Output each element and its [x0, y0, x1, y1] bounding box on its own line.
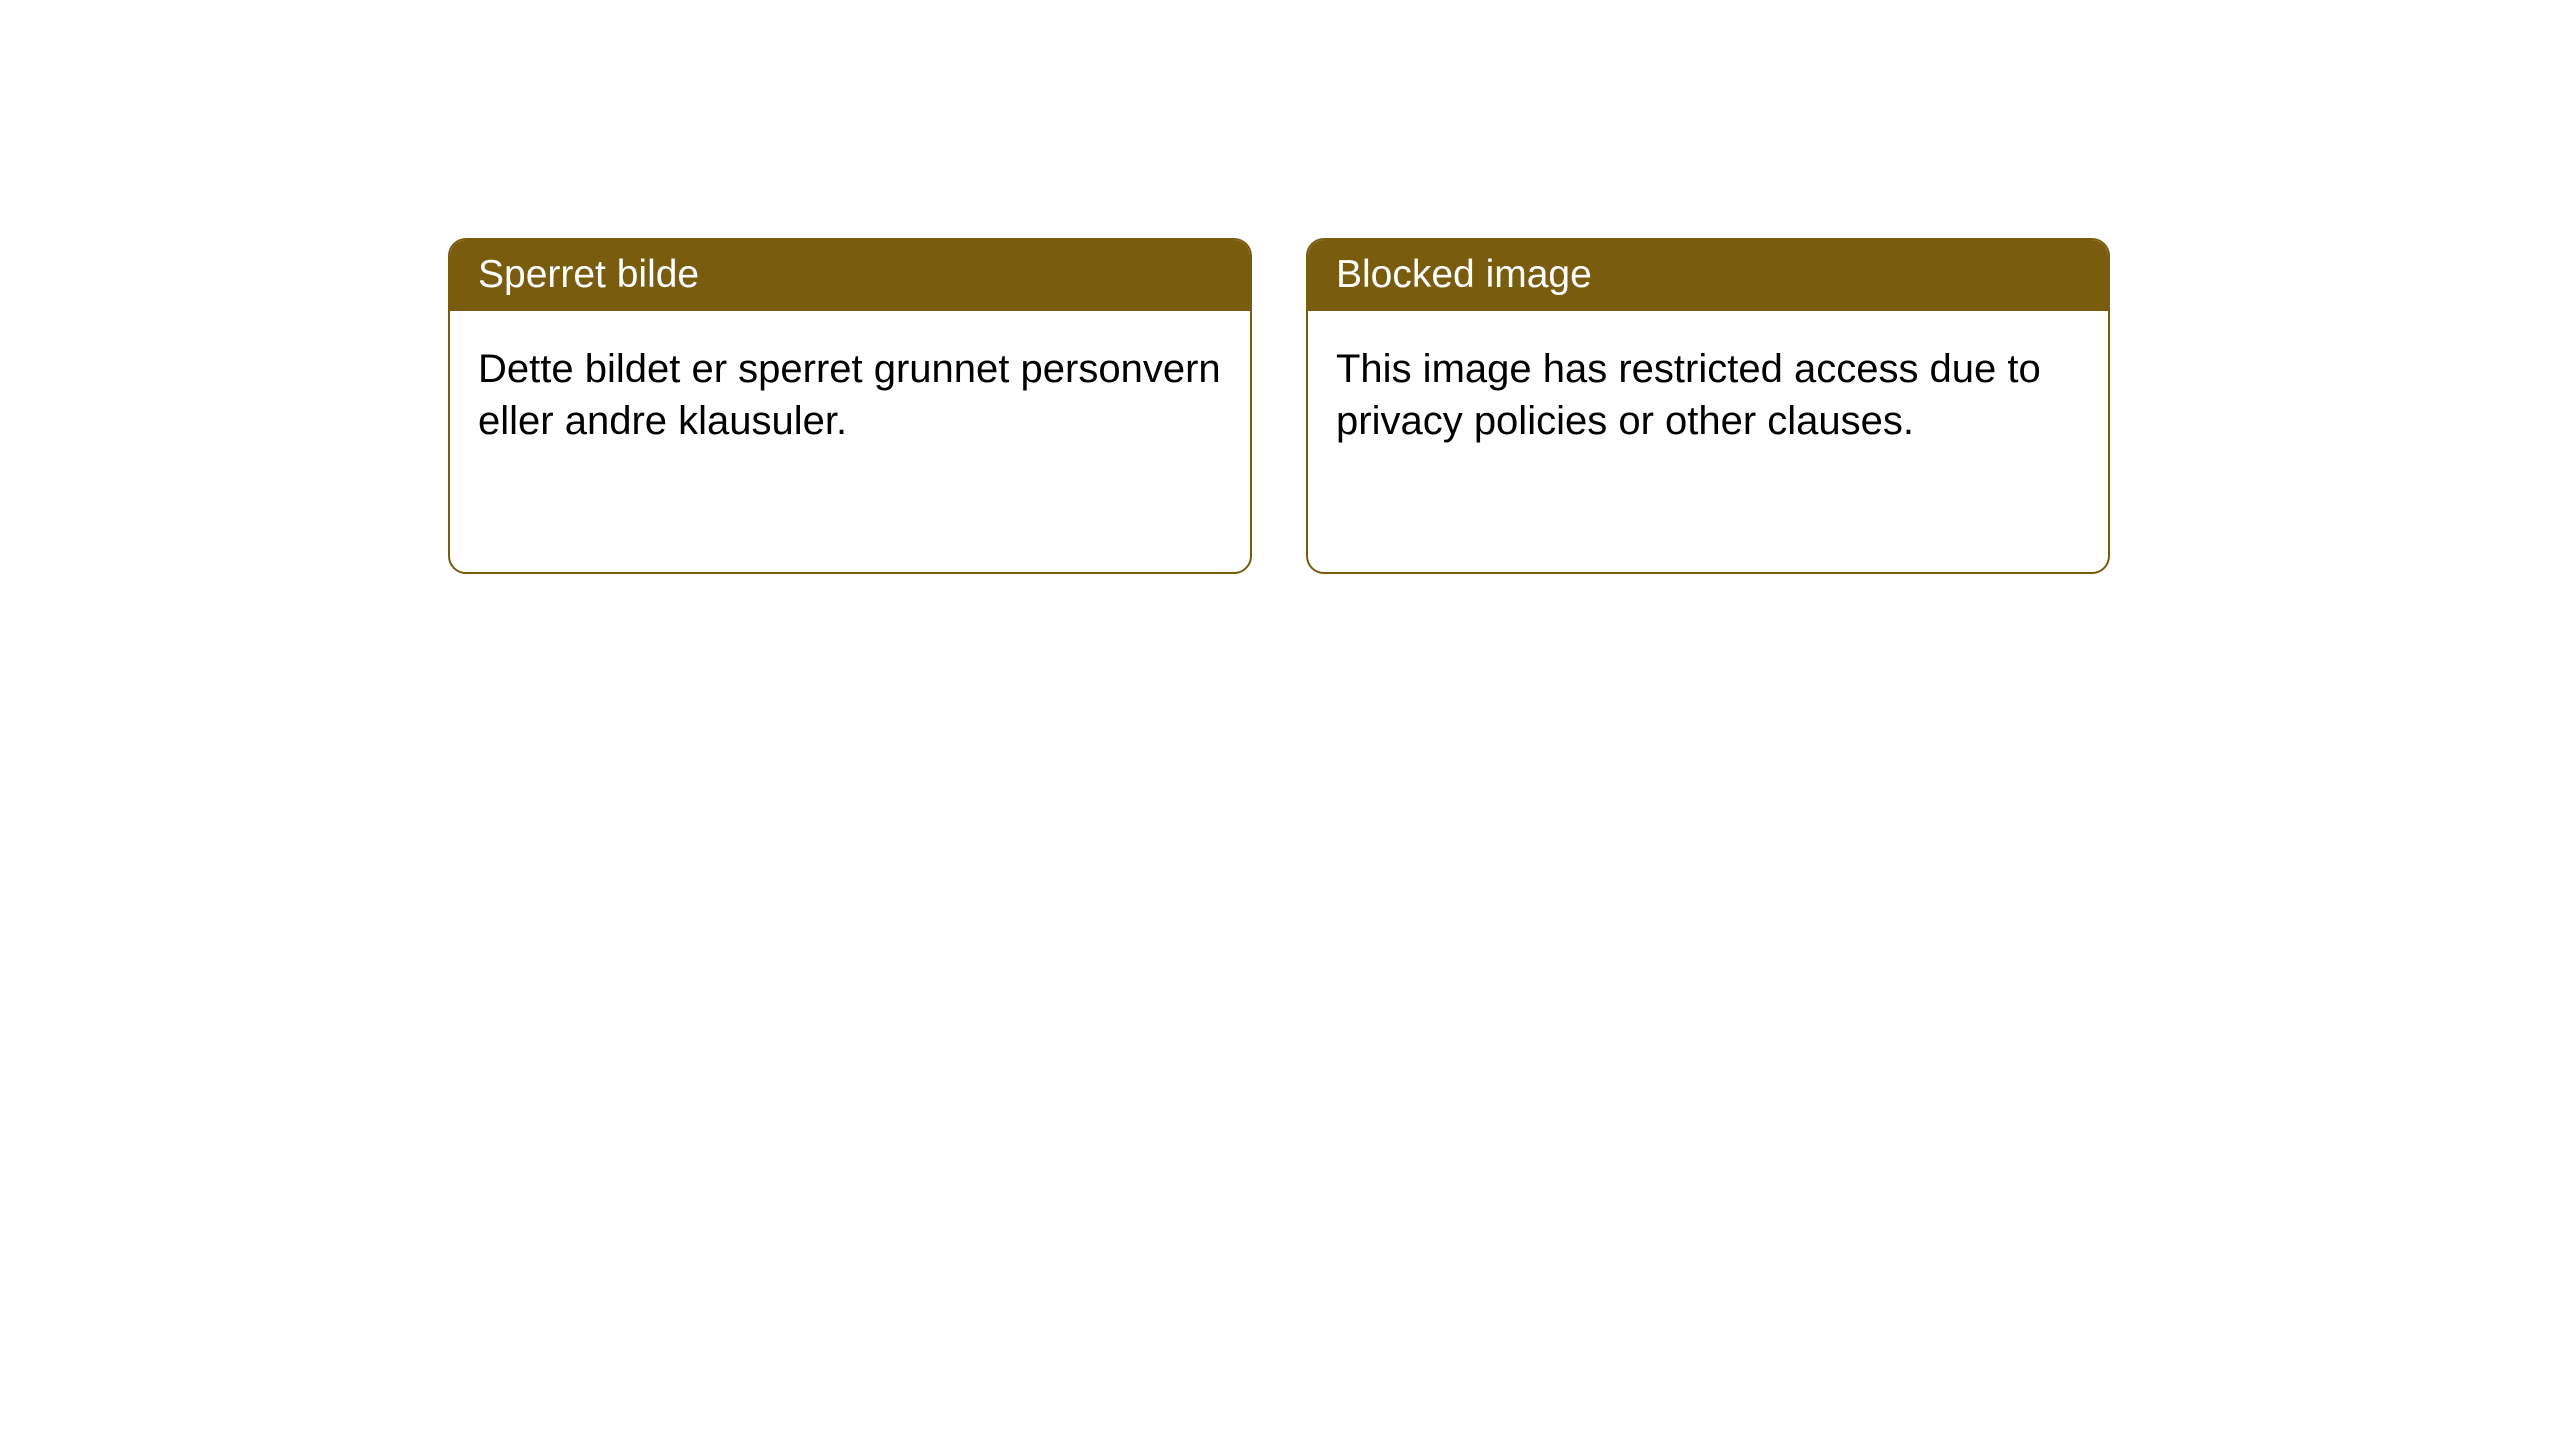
- notice-card-text: Dette bildet er sperret grunnet personve…: [478, 347, 1221, 443]
- notice-card-header: Sperret bilde: [450, 240, 1250, 311]
- notice-card-header: Blocked image: [1308, 240, 2108, 311]
- notice-card-text: This image has restricted access due to …: [1336, 347, 2041, 443]
- notice-card-title: Blocked image: [1336, 253, 1592, 296]
- notice-card-body: Dette bildet er sperret grunnet personve…: [450, 311, 1250, 479]
- notice-card-body: This image has restricted access due to …: [1308, 311, 2108, 479]
- notice-card-norwegian: Sperret bilde Dette bildet er sperret gr…: [448, 238, 1252, 574]
- notice-card-english: Blocked image This image has restricted …: [1306, 238, 2110, 574]
- notice-cards-container: Sperret bilde Dette bildet er sperret gr…: [0, 0, 2560, 574]
- notice-card-title: Sperret bilde: [478, 253, 699, 296]
